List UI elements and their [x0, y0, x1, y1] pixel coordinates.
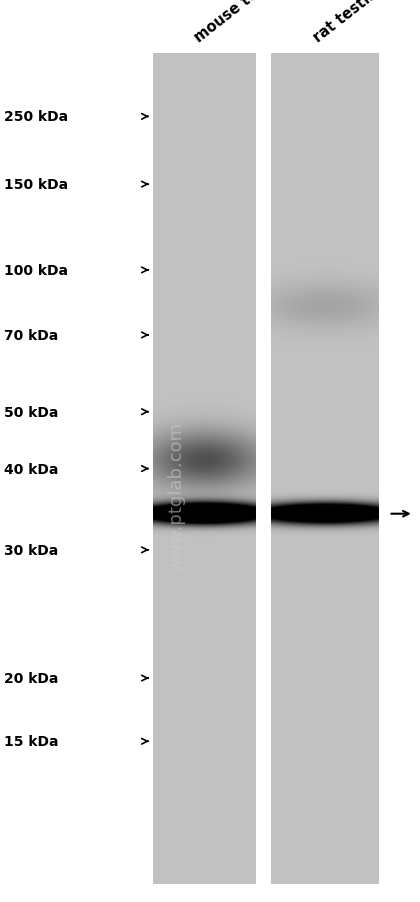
Text: rat testis: rat testis — [311, 0, 380, 45]
Text: 70 kDa: 70 kDa — [4, 328, 58, 343]
Bar — [271, 54, 378, 884]
Text: 40 kDa: 40 kDa — [4, 462, 58, 476]
Text: 100 kDa: 100 kDa — [4, 263, 68, 278]
Text: 50 kDa: 50 kDa — [4, 405, 58, 419]
Bar — [153, 54, 256, 884]
Text: 150 kDa: 150 kDa — [4, 178, 68, 192]
Text: www.ptglab.com: www.ptglab.com — [168, 421, 185, 571]
Text: 15 kDa: 15 kDa — [4, 734, 59, 749]
Text: mouse testis: mouse testis — [192, 0, 284, 45]
Text: 30 kDa: 30 kDa — [4, 543, 58, 557]
Text: 250 kDa: 250 kDa — [4, 110, 68, 124]
Text: 20 kDa: 20 kDa — [4, 671, 58, 686]
